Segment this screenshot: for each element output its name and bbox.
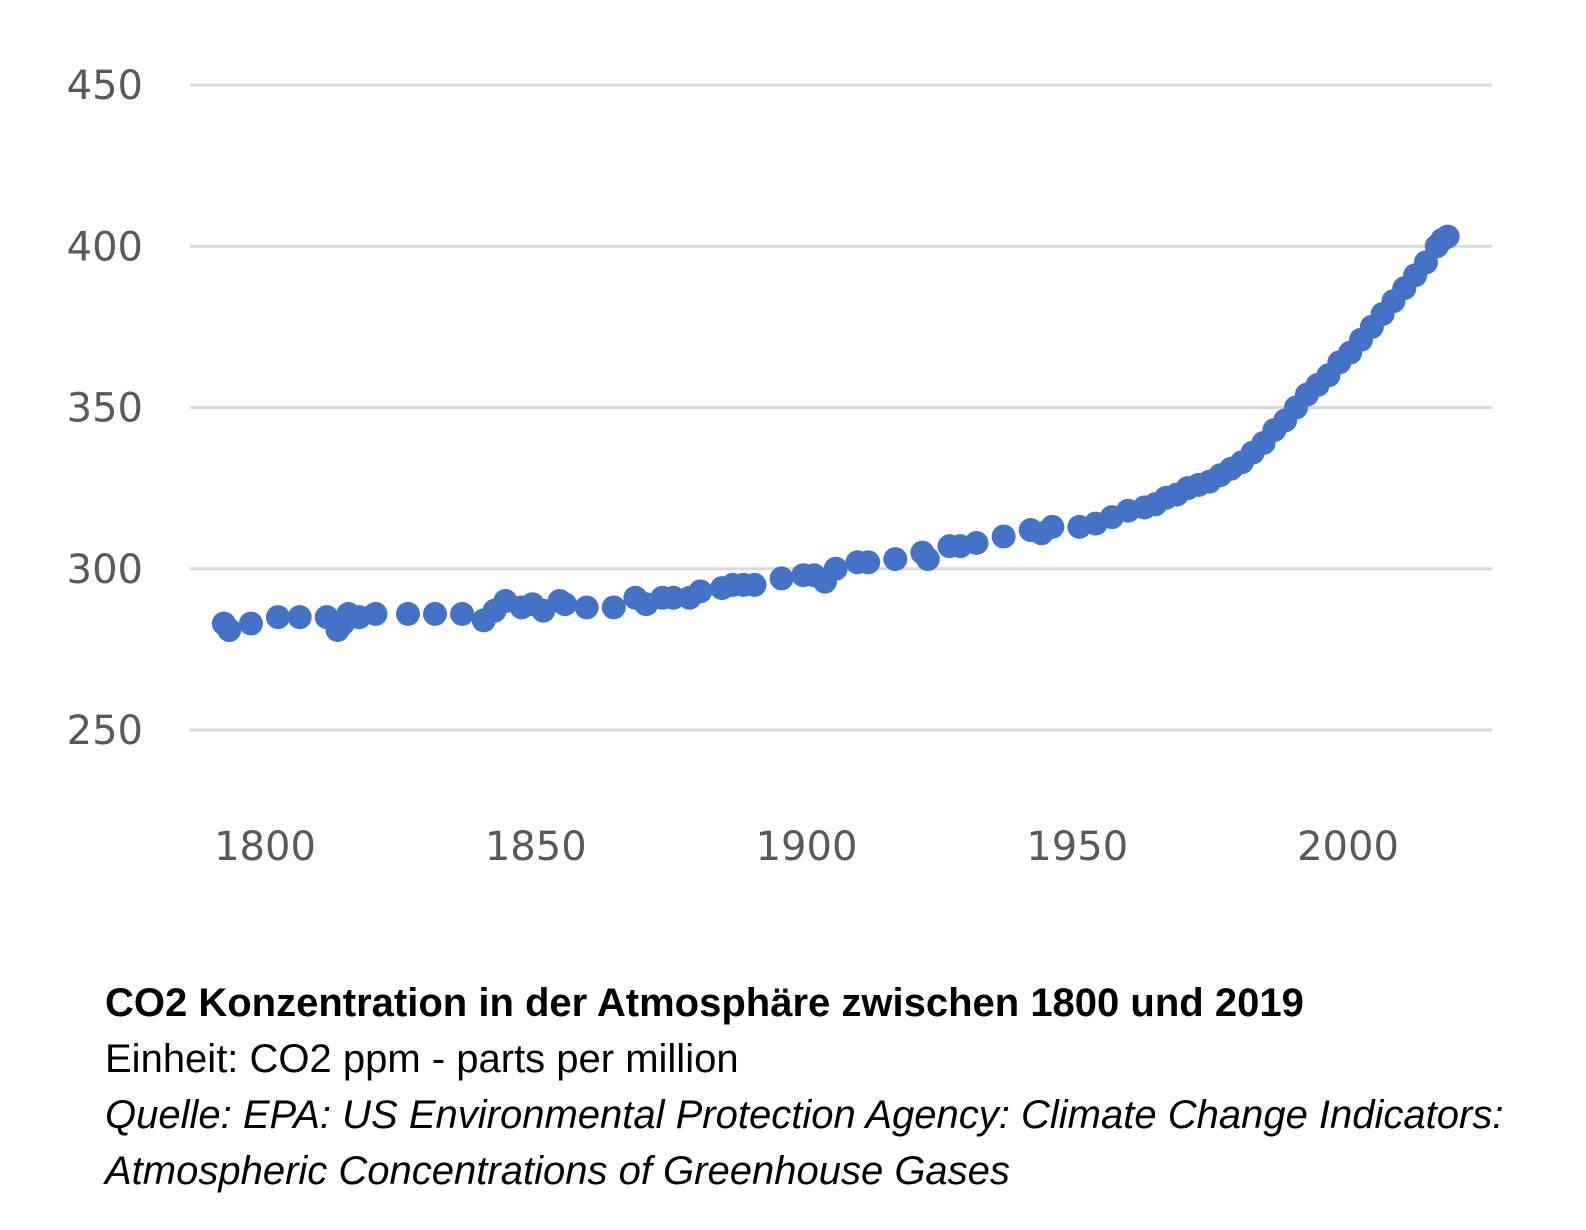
- source-note: Quelle: EPA: US Environmental Protection…: [105, 1093, 1504, 1193]
- y-tick-label: 300: [67, 547, 143, 593]
- chart-title: CO2 Konzentration in der Atmosphäre zwis…: [105, 981, 1304, 1025]
- data-point: [574, 595, 599, 620]
- data-point: [688, 579, 713, 604]
- y-tick-label: 400: [67, 224, 143, 270]
- data-point: [1040, 514, 1065, 539]
- data-points: [211, 224, 1460, 643]
- data-point: [769, 566, 794, 591]
- x-axis-ticks: 1800 1850 1900 1950 2000: [214, 824, 1399, 870]
- data-point: [552, 592, 577, 617]
- data-point: [266, 605, 290, 630]
- data-point: [991, 524, 1016, 549]
- data-point: [423, 601, 448, 626]
- y-tick-label: 350: [67, 386, 143, 432]
- data-point: [915, 547, 940, 572]
- co2-scatter-chart: 250 300 350 400 450 1800 1850 1900 1950 2000: [67, 63, 1492, 870]
- data-point: [1435, 224, 1460, 249]
- data-point: [287, 605, 312, 630]
- x-tick-label: 1900: [756, 824, 858, 870]
- data-point: [363, 601, 388, 626]
- x-tick-label: 2000: [1297, 824, 1399, 870]
- y-tick-label: 250: [67, 708, 143, 754]
- data-point: [217, 618, 242, 643]
- data-point: [450, 601, 475, 626]
- x-tick-label: 1800: [214, 824, 316, 870]
- gridlines: [190, 83, 1492, 732]
- data-point: [238, 611, 263, 636]
- figure-caption: CO2 Konzentration in der Atmosphäre zwis…: [105, 975, 1575, 1199]
- x-tick-label: 1850: [485, 824, 587, 870]
- data-point: [742, 572, 767, 597]
- x-tick-label: 1950: [1026, 824, 1128, 870]
- data-point: [883, 547, 908, 572]
- data-point: [823, 556, 848, 581]
- y-tick-label: 450: [67, 63, 143, 109]
- unit-note: Einheit: CO2 ppm - parts per million: [105, 1037, 739, 1081]
- y-axis-ticks: 250 300 350 400 450: [67, 63, 143, 754]
- data-point: [601, 595, 626, 620]
- data-point: [964, 530, 989, 555]
- data-point: [395, 601, 420, 626]
- data-point: [856, 550, 881, 575]
